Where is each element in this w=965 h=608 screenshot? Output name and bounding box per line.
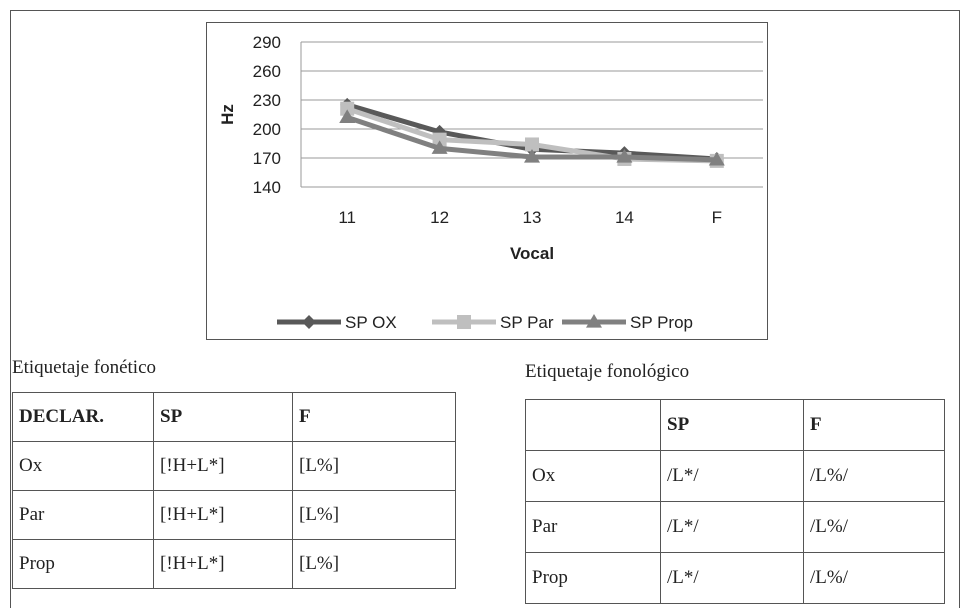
legend-marker xyxy=(302,315,316,329)
data-point xyxy=(339,109,356,123)
header-cell: F xyxy=(292,392,456,442)
legend-marker xyxy=(457,315,471,329)
y-tick-label: 230 xyxy=(253,91,281,110)
y-tick-label: 290 xyxy=(253,33,281,52)
data-point xyxy=(431,140,448,154)
table-header-row: SP F xyxy=(525,399,945,451)
table-row: Par /L*/ /L%/ xyxy=(525,501,945,553)
line-chart: 140 170 200 230 260 290 11 12 13 14 F Vocal Hz SP OX S… xyxy=(218,33,763,332)
legend-label: SP Prop xyxy=(630,313,693,332)
table-cell: /L*/ xyxy=(660,552,804,604)
figure-frame xyxy=(10,10,960,608)
table-cell: /L*/ xyxy=(660,501,804,553)
header-cell: DECLAR. xyxy=(12,392,154,442)
table-cell: [!H+L*] xyxy=(153,441,293,491)
table-cell: Prop xyxy=(525,552,661,604)
table-row: Par [!H+L*] [L%] xyxy=(12,490,456,540)
table-cell: Prop xyxy=(12,539,154,589)
table-cell: /L%/ xyxy=(803,501,945,553)
table-cell: Ox xyxy=(525,450,661,502)
table-cell: Ox xyxy=(12,441,154,491)
table-cell: [L%] xyxy=(292,441,456,491)
data-point xyxy=(708,151,725,166)
legend-label: SP Par xyxy=(500,313,554,332)
fonetico-caption: Etiquetaje fonético xyxy=(12,357,157,378)
table-row: Prop /L*/ /L%/ xyxy=(525,552,945,604)
x-tick-label: 12 xyxy=(430,208,449,227)
table-row: Ox [!H+L*] [L%] xyxy=(12,441,456,491)
table-cell: [!H+L*] xyxy=(153,539,293,589)
x-tick-label: 11 xyxy=(338,208,356,227)
table-cell: Par xyxy=(525,501,661,553)
header-cell: SP xyxy=(153,392,293,442)
x-axis-title: Vocal xyxy=(510,244,554,263)
x-tick-label: F xyxy=(712,208,722,227)
data-point xyxy=(524,149,540,163)
table-cell: Par xyxy=(12,490,154,540)
header-cell: SP xyxy=(660,399,804,451)
data-point xyxy=(525,137,539,152)
table-cell: [!H+L*] xyxy=(153,490,293,540)
table-header-row: DECLAR. SP F xyxy=(12,392,456,442)
legend-label: SP OX xyxy=(345,313,397,332)
fonetico-table: DECLAR. SP F Ox [!H+L*] [L%] Par [!H+L*]… xyxy=(12,392,456,589)
legend-marker xyxy=(586,314,602,328)
x-tick-label: 14 xyxy=(615,208,634,227)
table-row: Prop [!H+L*] [L%] xyxy=(12,539,456,589)
fonologico-caption: Etiquetaje fonológico xyxy=(525,361,690,382)
chart-container: 140 170 200 230 260 290 11 12 13 14 F Vocal Hz SP OX S… xyxy=(206,22,768,340)
table-cell: /L%/ xyxy=(803,450,945,502)
data-point xyxy=(616,149,633,163)
table-cell: /L%/ xyxy=(803,552,945,604)
x-tick-label: 13 xyxy=(523,208,542,227)
data-point xyxy=(340,101,355,116)
data-point xyxy=(432,132,447,147)
fonologico-table: SP F Ox /L*/ /L%/ Par /L*/ /L%/ Prop /L*… xyxy=(525,399,945,604)
y-axis-title: Hz xyxy=(218,104,237,125)
table-cell: [L%] xyxy=(292,539,456,589)
y-tick-label: 200 xyxy=(253,120,281,139)
y-tick-label: 260 xyxy=(253,62,281,81)
table-cell: /L*/ xyxy=(660,450,804,502)
header-cell xyxy=(525,399,661,451)
y-tick-label: 170 xyxy=(253,149,281,168)
header-cell: F xyxy=(803,399,945,451)
table-cell: [L%] xyxy=(292,490,456,540)
y-tick-label: 140 xyxy=(253,178,281,197)
table-row: Ox /L*/ /L%/ xyxy=(525,450,945,502)
